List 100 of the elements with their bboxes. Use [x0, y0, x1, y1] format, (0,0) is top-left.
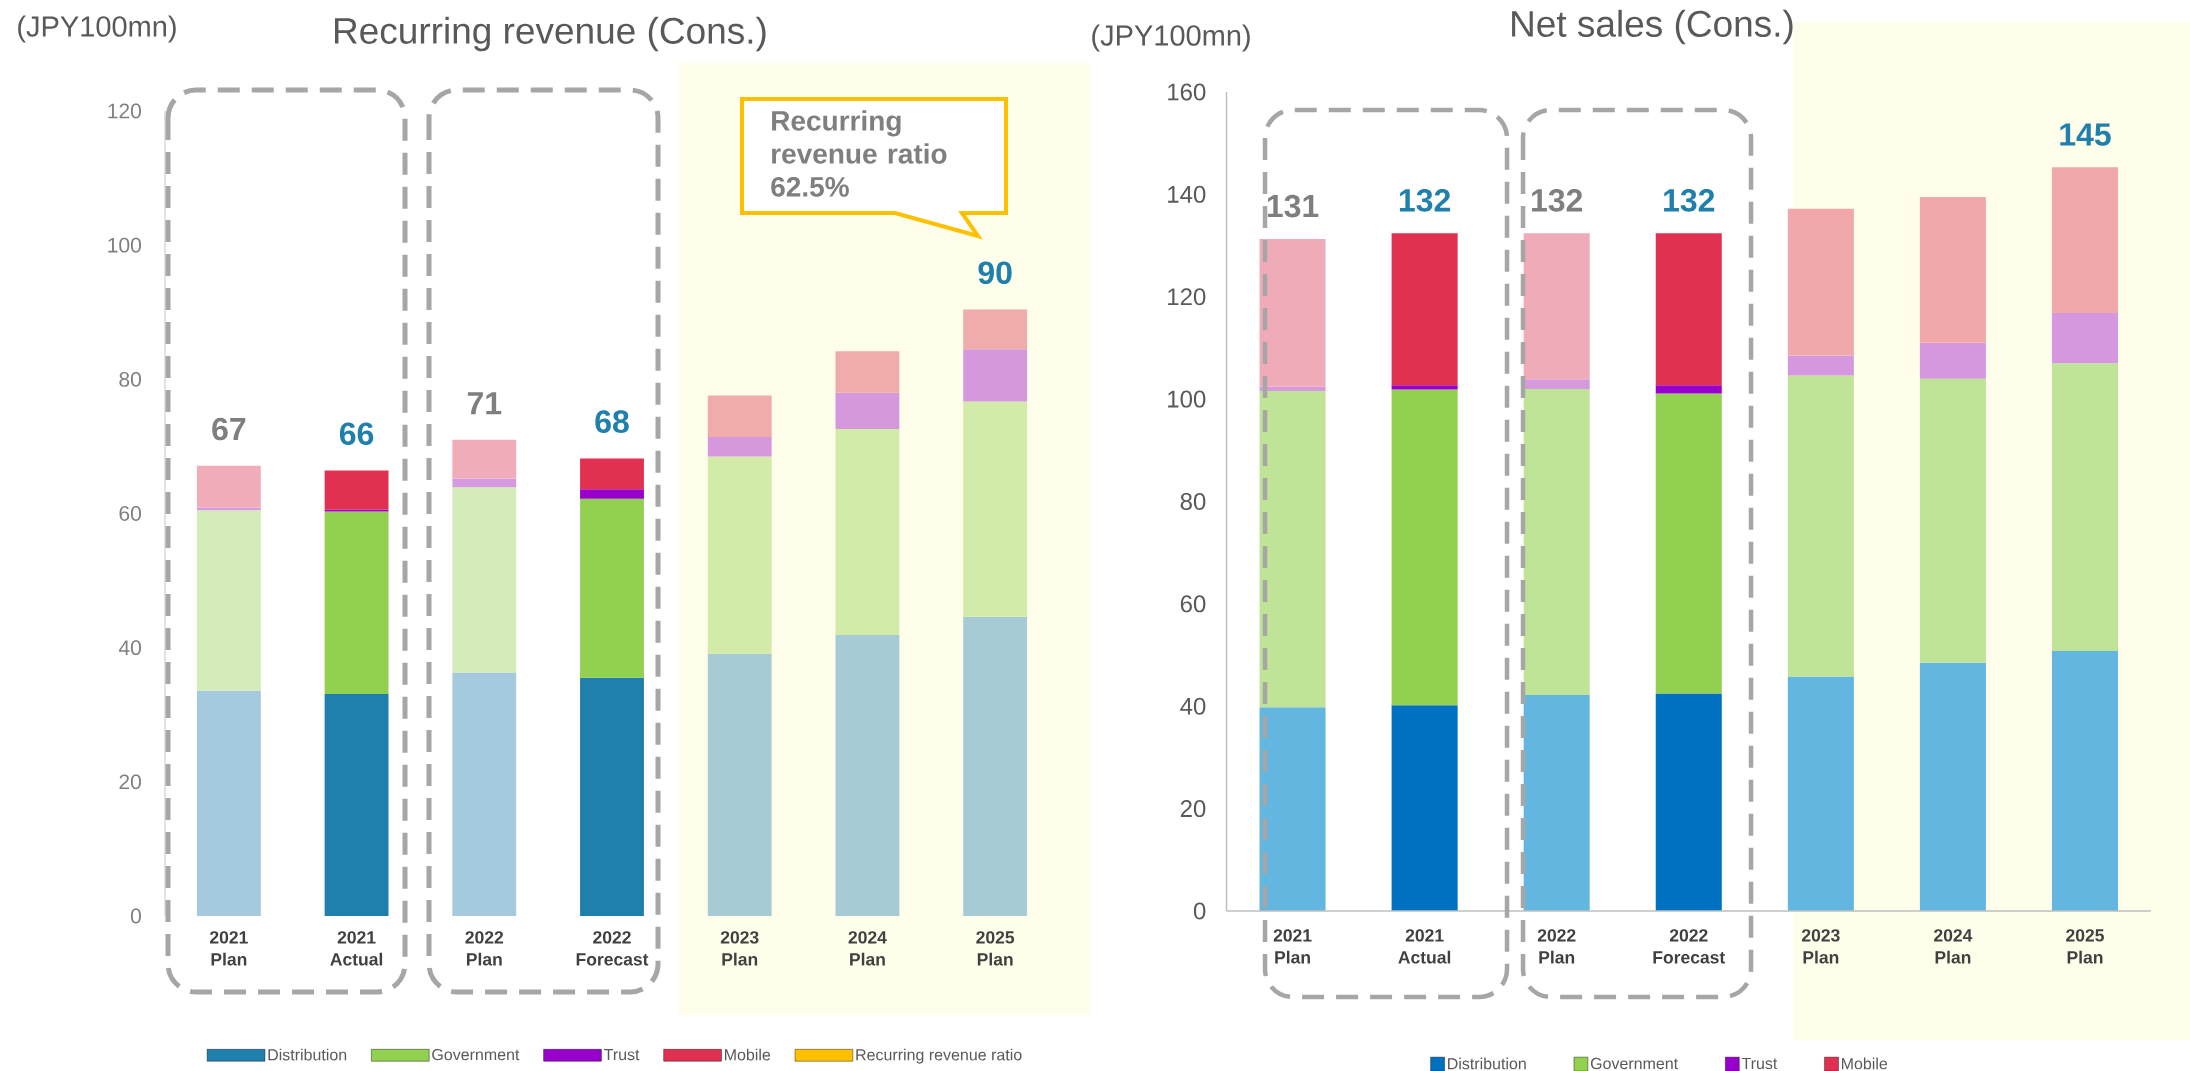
bar — [1919, 342, 1986, 379]
total-label: 71 — [467, 392, 502, 415]
x-tick-label: 2022 Plan — [1537, 929, 1576, 964]
bar — [835, 634, 900, 916]
bar — [1787, 208, 1854, 356]
bar — [580, 498, 644, 678]
bar — [707, 653, 772, 916]
bar — [963, 616, 1028, 916]
x-tick-label: 2024 Plan — [1934, 929, 1973, 964]
bar — [452, 487, 517, 673]
bar — [580, 458, 644, 490]
bar — [1259, 390, 1326, 708]
legend-label: Trust — [603, 1049, 640, 1061]
total-label: 67 — [212, 417, 246, 441]
total-label: 68 — [595, 410, 629, 433]
y-tick-label: 60 — [1180, 595, 1206, 613]
bar — [196, 507, 261, 511]
bar — [1523, 233, 1590, 380]
bar — [1655, 393, 1722, 694]
x-tick-label: 2022 Forecast — [576, 931, 649, 966]
total-label: 90 — [978, 261, 1012, 285]
bar — [1391, 233, 1458, 386]
bar — [2051, 167, 2118, 314]
annotation: Recurring revenue ratio 62.5% — [771, 110, 947, 197]
legend-label: Trust — [1741, 1057, 1778, 1070]
bar — [835, 428, 900, 635]
bar — [963, 401, 1028, 617]
bar — [2051, 650, 2118, 911]
legend-label: Distribution — [1448, 1057, 1526, 1070]
x-tick-label: 2024 Plan — [848, 931, 887, 966]
y-tick-label: 40 — [1180, 697, 1206, 715]
bar — [2051, 313, 2118, 364]
y-tick-label: 80 — [1180, 492, 1206, 510]
y-tick-label: 160 — [1168, 83, 1206, 101]
y-tick-label: 20 — [119, 774, 141, 790]
bar — [1919, 196, 1986, 343]
bar — [2051, 363, 2118, 651]
bar — [324, 693, 389, 916]
bar — [835, 351, 900, 393]
y-axis-title: (JPY100mn) — [18, 15, 176, 43]
legend-label: Government — [432, 1048, 520, 1061]
y-tick-label: 100 — [108, 237, 141, 253]
bar — [324, 509, 389, 512]
bar — [1259, 386, 1326, 391]
y-tick-label: 100 — [1168, 390, 1206, 408]
bar — [835, 392, 900, 429]
bar — [1523, 388, 1590, 695]
x-tick-label: 2022 Plan — [465, 931, 504, 966]
y-tick-label: 120 — [108, 103, 141, 119]
chart-title: Net sales (Cons.) — [1512, 9, 1793, 45]
bar — [963, 349, 1028, 402]
total-label: 131 — [1267, 194, 1319, 218]
bar — [324, 470, 389, 510]
bar — [707, 456, 772, 654]
bar — [1523, 694, 1590, 911]
bar — [580, 677, 644, 916]
x-tick-label: 2021 Actual — [1398, 929, 1451, 964]
legend-label: Government — [1590, 1057, 1679, 1070]
legend-label: Mobile — [725, 1048, 771, 1061]
bar — [452, 478, 517, 488]
legend-label: Distribution — [268, 1048, 347, 1061]
x-tick-label: 2023 Plan — [1801, 929, 1840, 964]
y-tick-label: 120 — [1168, 288, 1206, 306]
bar — [1259, 707, 1326, 911]
y-tick-label: 60 — [119, 506, 141, 521]
bar — [452, 672, 517, 916]
x-tick-label: 2021 Plan — [1273, 929, 1312, 964]
x-tick-label: 2021 Plan — [210, 931, 248, 966]
bar — [324, 511, 389, 694]
bar — [1787, 355, 1854, 376]
bar — [196, 465, 261, 508]
bar — [1919, 378, 1986, 663]
total-label: 132 — [1664, 189, 1715, 212]
bar — [1787, 375, 1854, 677]
total-label: 132 — [1532, 189, 1583, 212]
bar — [1919, 662, 1986, 911]
x-tick-label: 2025 Plan — [976, 931, 1015, 966]
chart-title: Recurring revenue (Cons.) — [335, 16, 766, 52]
bar — [707, 395, 772, 438]
bar — [1391, 389, 1458, 706]
bar — [1655, 385, 1722, 394]
y-tick-label: 80 — [119, 371, 141, 387]
y-tick-label: 0 — [1193, 902, 1206, 920]
total-label: 132 — [1399, 189, 1451, 212]
bar — [963, 309, 1028, 350]
bar — [580, 489, 644, 499]
x-tick-label: 2025 Plan — [2066, 929, 2104, 964]
bar — [707, 437, 772, 457]
bar — [452, 439, 517, 479]
bar — [1391, 385, 1458, 390]
bar — [196, 690, 261, 916]
x-tick-label: 2022 Forecast — [1653, 929, 1726, 964]
legend-label: Recurring revenue ratio — [856, 1048, 1022, 1064]
x-tick-label: 2021 Actual — [330, 931, 383, 966]
bar — [1259, 238, 1326, 387]
x-tick-label: 2023 Plan — [720, 931, 759, 966]
bar — [1523, 379, 1590, 389]
y-tick-label: 140 — [1168, 185, 1206, 203]
legend-label: Mobile — [1841, 1057, 1888, 1070]
total-label: 145 — [2060, 123, 2111, 146]
